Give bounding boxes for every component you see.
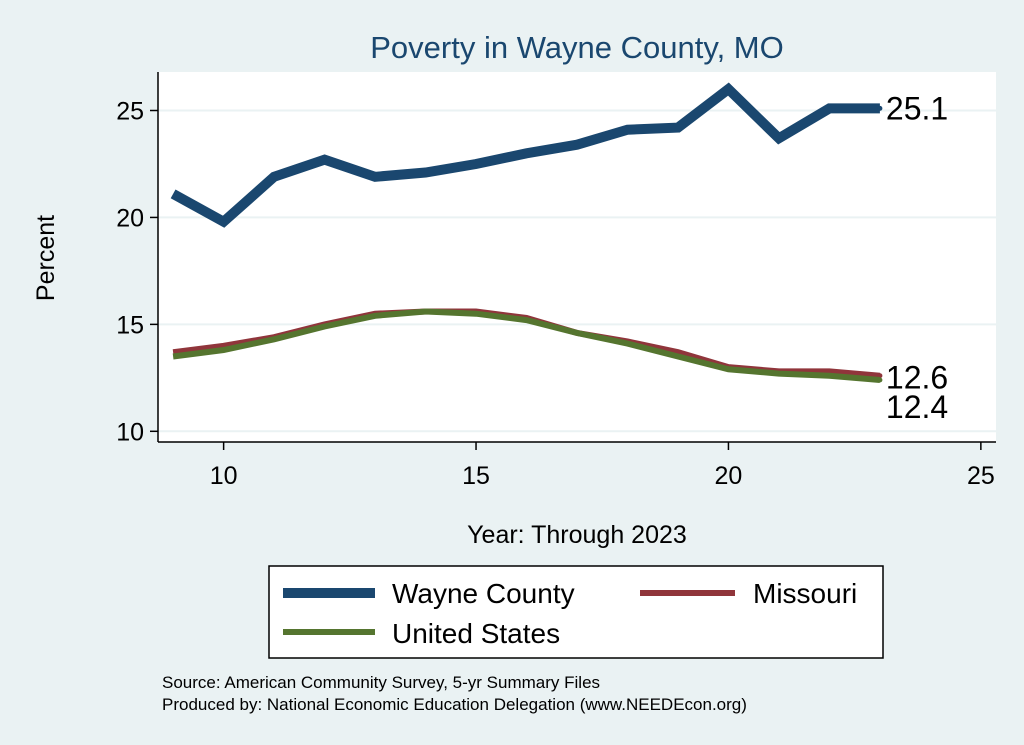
plot-area [158,72,996,442]
x-tick-label-10: 10 [210,462,238,490]
end-label-wayne-county: 25.1 [886,90,948,126]
y-tick-label-20: 20 [116,204,144,232]
y-tick-label-10: 10 [116,418,144,446]
x-axis-label: Year: Through 2023 [467,521,687,549]
legend-label-missouri: Missouri [753,578,857,609]
series-line-united-states [172,308,881,383]
legend-box [268,565,884,659]
y-tick-label-25: 25 [116,97,144,125]
series-line-wayne-county [170,82,880,228]
y-axis-label: Percent [32,215,60,301]
x-tick-label-20: 20 [715,462,743,490]
source-note: Source: American Community Survey, 5-yr … [162,673,600,692]
end-label-missouri: 12.6 [886,360,948,396]
series-end-marker-wayne-county [877,105,883,111]
end-labels: 25.1 12.612.4 [886,90,948,425]
series-end-marker-united-states [877,377,883,383]
x-tick-label-25: 25 [967,462,995,490]
x-tick-label-15: 15 [462,462,490,490]
x-axis: 10 15 20 25 [158,441,996,490]
y-axis: 10 15 20 25 [116,72,159,446]
legend-label-united-states: United States [392,618,560,649]
produced-by-note: Produced by: National Economic Education… [162,695,747,714]
y-tick-label-15: 15 [116,311,144,339]
end-label-united-states: 12.4 [886,389,948,425]
chart-title: Poverty in Wayne County, MO [370,30,783,65]
legend: Wayne County Missouri United States [268,565,884,659]
legend-label-wayne-county: Wayne County [392,578,575,609]
series-layer [170,82,883,383]
